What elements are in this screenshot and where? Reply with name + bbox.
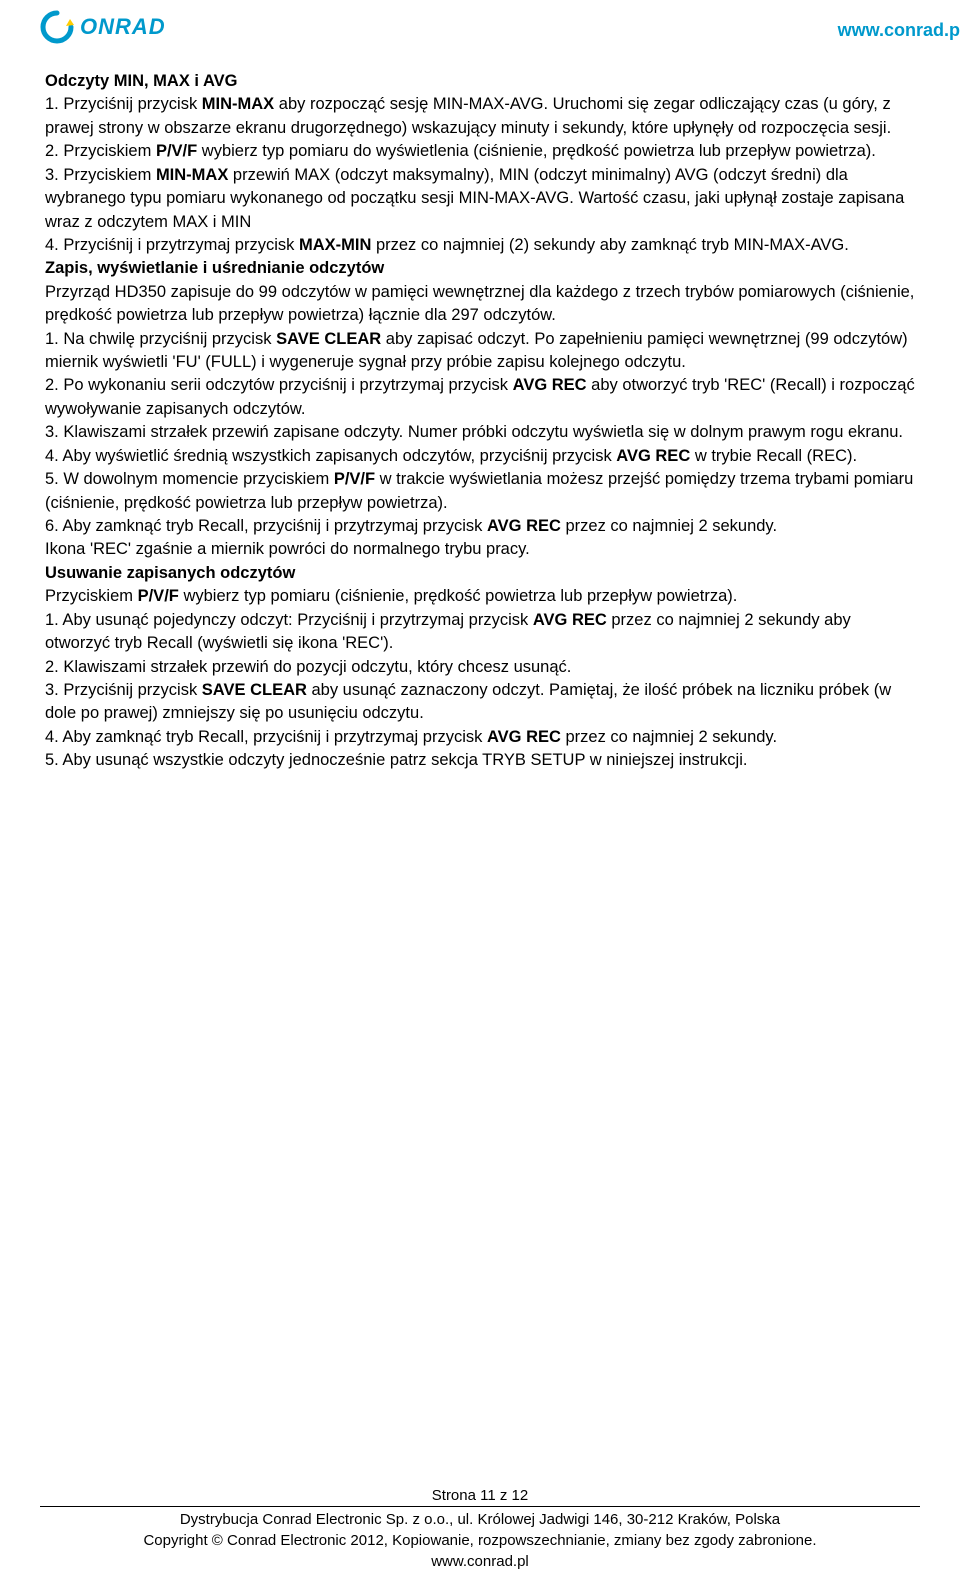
footer-divider [40, 1506, 920, 1507]
section-title-1: Odczyty MIN, MAX i AVG [45, 70, 920, 93]
page-footer: Strona 11 z 12 Dystrybucja Conrad Electr… [0, 1485, 960, 1572]
document-body: Odczyty MIN, MAX i AVG 1. Przyciśnij prz… [0, 70, 960, 773]
section-body-3: Przyciskiem P/V/F wybierz typ pomiaru (c… [45, 585, 920, 772]
section-body-1: 1. Przyciśnij przycisk MIN-MAX aby rozpo… [45, 93, 920, 257]
section-body-2: Przyrząd HD350 zapisuje do 99 odczytów w… [45, 281, 920, 562]
logo-text: ONRAD [80, 14, 166, 40]
footer-page-number: Strona 11 z 12 [0, 1485, 960, 1506]
logo-arc-icon [40, 10, 74, 44]
footer-copyright: Copyright © Conrad Electronic 2012, Kopi… [0, 1530, 960, 1551]
section-title-3: Usuwanie zapisanych odczytów [45, 562, 920, 585]
header-url: www.conrad.p [838, 20, 960, 41]
page-header: ONRAD www.conrad.p [0, 0, 960, 70]
footer-distributor: Dystrybucja Conrad Electronic Sp. z o.o.… [0, 1509, 960, 1530]
section-title-2: Zapis, wyświetlanie i uśrednianie odczyt… [45, 257, 920, 280]
logo: ONRAD [40, 10, 920, 44]
footer-url: www.conrad.pl [0, 1551, 960, 1572]
